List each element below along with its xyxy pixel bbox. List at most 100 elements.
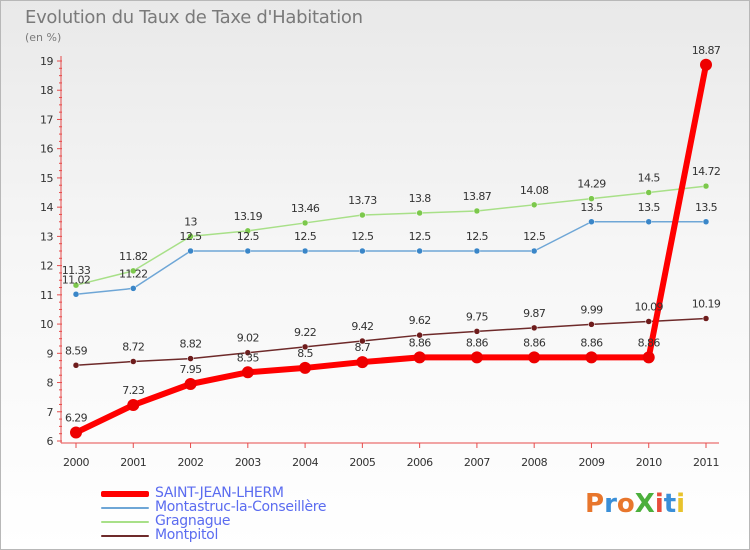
data-point xyxy=(359,247,366,255)
x-tick-label: 2006 xyxy=(407,456,433,469)
data-point xyxy=(473,207,481,215)
data-label: 8.86 xyxy=(638,336,661,349)
data-label: 8.72 xyxy=(122,340,144,353)
data-point xyxy=(530,247,538,255)
data-label: 8.82 xyxy=(179,338,201,351)
data-label: 10.09 xyxy=(634,300,663,313)
x-tick-label: 2004 xyxy=(292,456,318,469)
data-label: 12.5 xyxy=(466,230,489,243)
data-point xyxy=(645,218,652,226)
data-point xyxy=(700,58,712,71)
data-label: 8.86 xyxy=(409,336,432,349)
logo-letter: P xyxy=(585,489,605,519)
data-label: 14.5 xyxy=(638,172,661,185)
data-label: 14.08 xyxy=(520,184,549,197)
legend-label: Montastruc-la-Conseillère xyxy=(155,499,327,515)
data-point xyxy=(127,399,140,412)
data-point xyxy=(645,318,652,325)
data-label: 11.02 xyxy=(62,273,91,286)
data-label: 11.22 xyxy=(119,267,148,280)
x-tick-label: 2000 xyxy=(63,456,89,469)
data-label: 9.02 xyxy=(237,332,259,345)
data-point xyxy=(72,362,80,369)
data-label: 13.5 xyxy=(638,201,661,214)
data-point xyxy=(299,361,312,374)
data-point xyxy=(187,247,194,255)
data-label: 9.99 xyxy=(580,303,603,316)
data-label: 9.75 xyxy=(466,310,489,323)
data-point xyxy=(702,218,710,226)
data-label: 12.5 xyxy=(523,230,546,243)
data-point xyxy=(588,218,595,226)
data-label: 12.5 xyxy=(237,230,260,243)
data-label: 8.86 xyxy=(580,336,603,349)
y-tick-label: 18 xyxy=(40,84,53,97)
data-point xyxy=(72,281,80,289)
data-label: 14.72 xyxy=(692,165,721,178)
data-point xyxy=(356,356,369,369)
data-point xyxy=(416,209,423,217)
data-point xyxy=(301,343,309,351)
legend-swatch xyxy=(101,535,149,537)
data-label: 8.86 xyxy=(523,336,546,349)
data-point xyxy=(301,219,309,227)
data-label: 9.42 xyxy=(351,320,373,333)
legend-swatch xyxy=(101,491,149,497)
data-point xyxy=(642,351,655,364)
data-point xyxy=(244,349,252,356)
x-tick-label: 2002 xyxy=(178,456,204,469)
data-point xyxy=(72,291,80,298)
data-point xyxy=(70,426,82,439)
data-label: 13.8 xyxy=(409,192,432,205)
data-label: 11.82 xyxy=(119,250,148,263)
data-point xyxy=(130,358,137,365)
y-tick-label: 13 xyxy=(40,230,53,243)
legend-label: Montpitol xyxy=(155,527,219,543)
x-tick-label: 2009 xyxy=(578,456,604,469)
x-tick-label: 2005 xyxy=(349,456,375,469)
data-point xyxy=(588,195,595,202)
data-point xyxy=(359,337,366,345)
proxiti-logo: ProXiti xyxy=(585,489,685,519)
data-point xyxy=(416,247,423,255)
logo-letter: o xyxy=(616,489,635,519)
data-point xyxy=(187,355,194,362)
y-tick-label: 15 xyxy=(40,172,53,185)
data-point xyxy=(530,324,538,332)
data-point xyxy=(241,366,254,379)
logo-letter: r xyxy=(604,489,617,519)
data-label: 9.22 xyxy=(294,326,316,339)
legend-label: Gragnague xyxy=(155,513,231,529)
logo-letter: i xyxy=(654,489,664,519)
x-tick-label: 2008 xyxy=(521,456,547,469)
legend-swatch xyxy=(101,521,149,523)
y-tick-label: 9 xyxy=(47,347,54,360)
data-label: 10.19 xyxy=(692,298,721,311)
data-label: 13.46 xyxy=(291,202,320,215)
data-label: 13.87 xyxy=(463,190,492,203)
data-point xyxy=(528,351,541,364)
x-tick-label: 2001 xyxy=(120,456,146,469)
x-tick-label: 2010 xyxy=(636,456,662,469)
series-line xyxy=(73,61,709,436)
data-label: 13 xyxy=(184,215,197,228)
y-tick-label: 6 xyxy=(47,435,54,448)
series-line xyxy=(75,185,707,286)
y-tick-label: 11 xyxy=(40,289,53,302)
data-label: 14.29 xyxy=(577,178,606,191)
data-label: 13.5 xyxy=(580,201,603,214)
data-point xyxy=(473,328,481,335)
data-point xyxy=(413,351,426,364)
data-label: 13.19 xyxy=(234,210,263,223)
data-point xyxy=(473,247,481,255)
data-label: 12.5 xyxy=(179,230,202,243)
legend-swatch xyxy=(101,507,149,509)
data-point xyxy=(588,321,595,328)
data-point xyxy=(184,378,197,390)
y-tick-label: 10 xyxy=(40,318,53,331)
data-point xyxy=(244,247,252,255)
series-line xyxy=(75,221,707,296)
legend-label: SAINT-JEAN-LHERM xyxy=(155,485,284,501)
